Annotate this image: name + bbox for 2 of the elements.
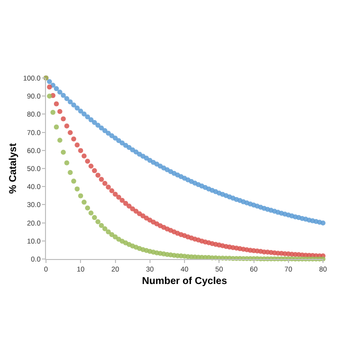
- y-axis-title: % Catalyst: [8, 142, 20, 194]
- x-axis-title: Number of Cycles: [142, 276, 228, 287]
